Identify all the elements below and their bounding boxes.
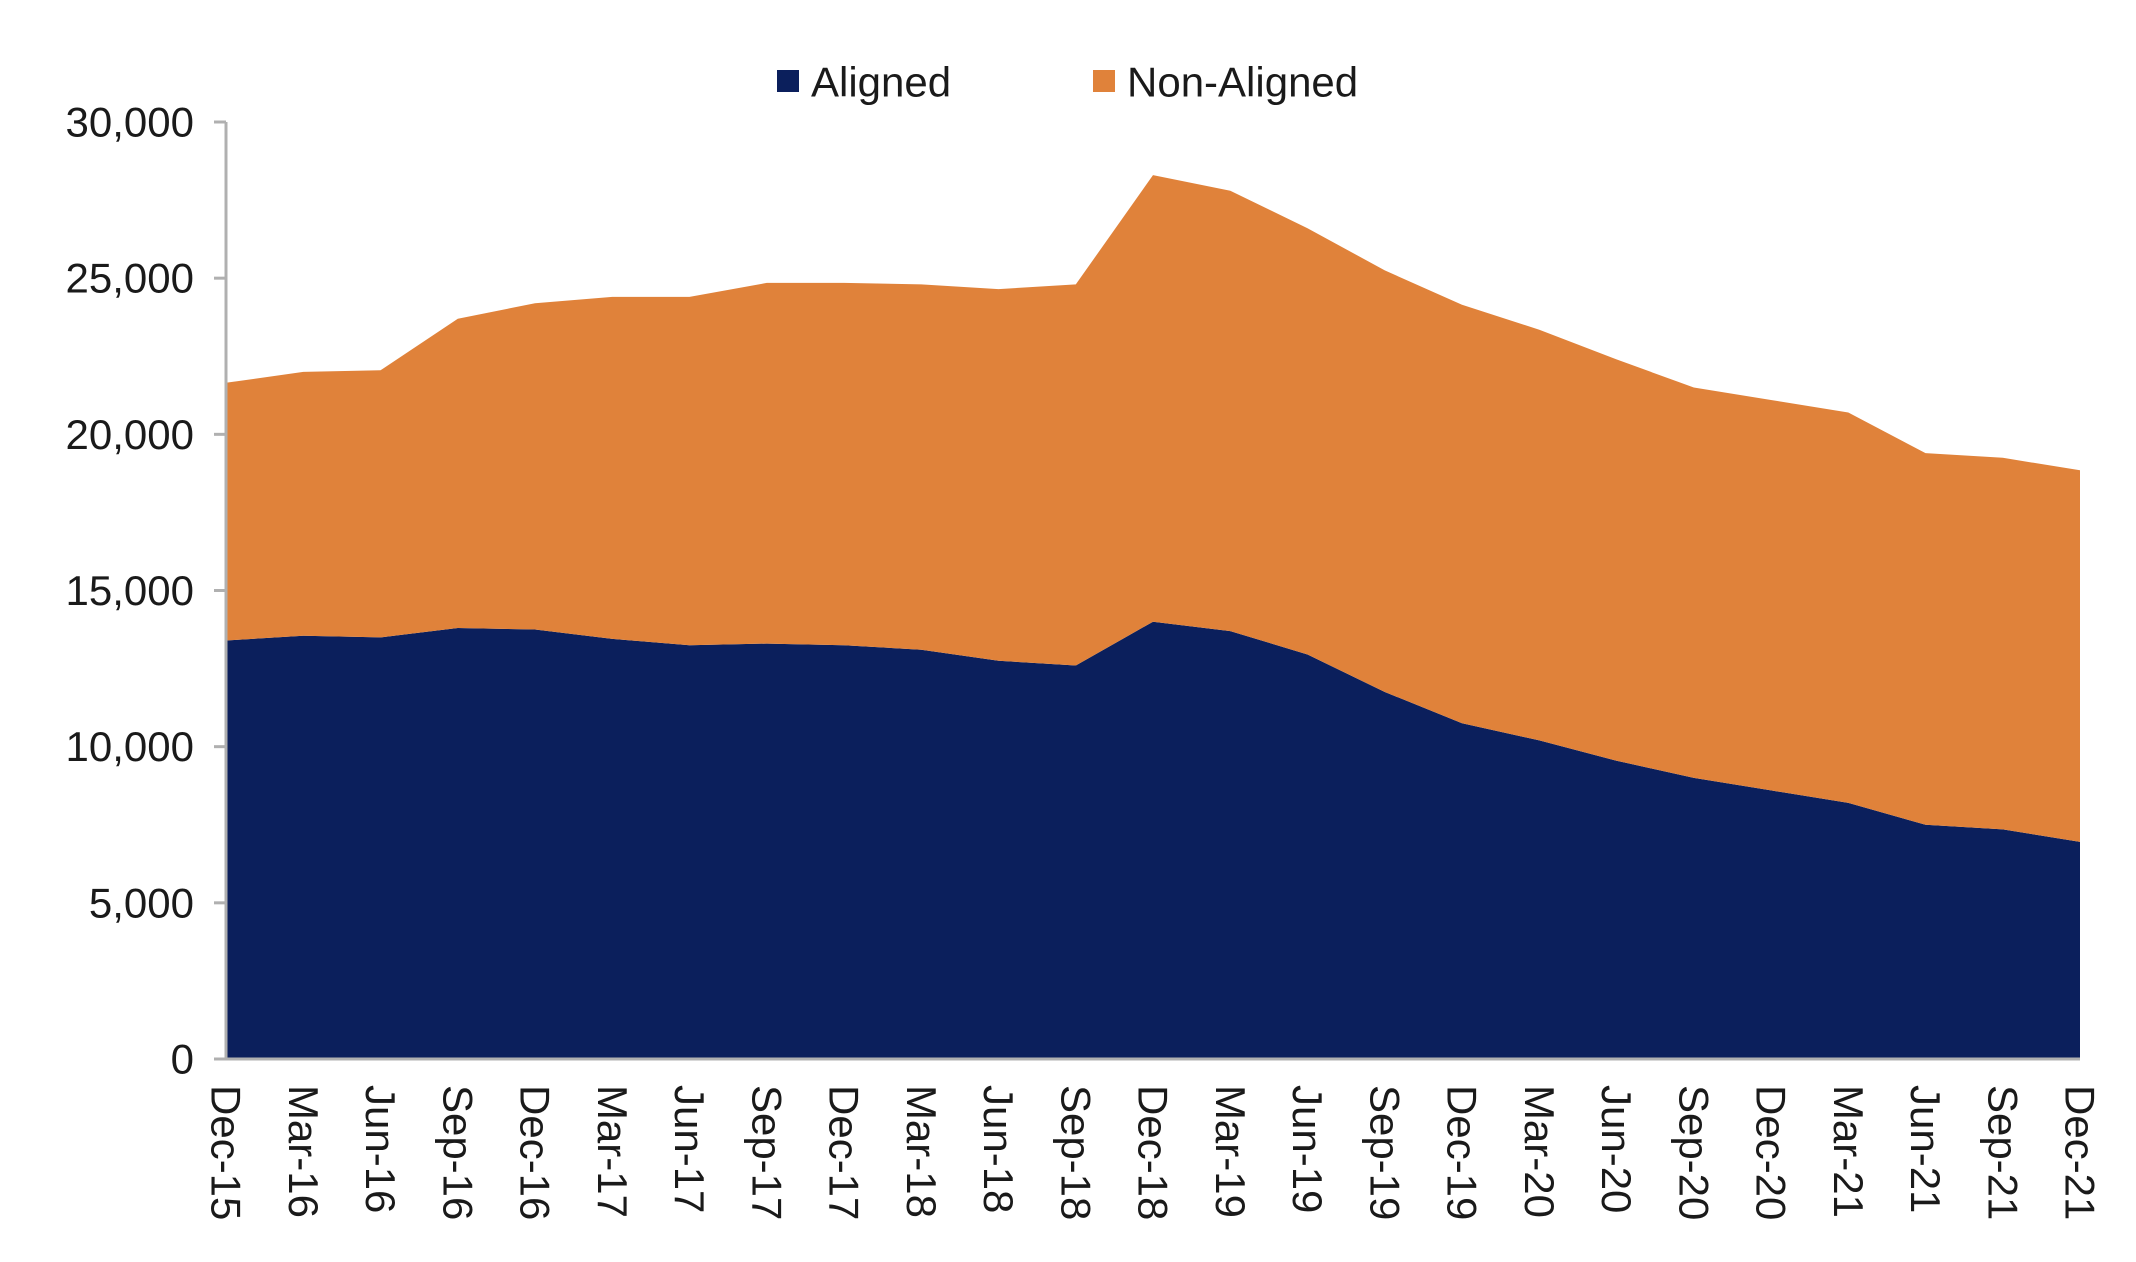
x-axis-ticks: Dec-15 Mar-16 Jun-16 Sep-16 Dec-16 Mar-17 Jun-… (203, 1085, 2104, 1220)
area-series-non-aligned (226, 175, 2080, 842)
x-tick-label: Sep-21 (1979, 1085, 2026, 1220)
x-tick-label: Jun-17 (666, 1085, 713, 1213)
area-series-aligned (226, 621, 2080, 1059)
x-tick-label: Mar-21 (1825, 1085, 1872, 1218)
area-layer (226, 175, 2080, 1059)
x-tick-label: Mar-19 (1207, 1085, 1254, 1218)
x-tick-label: Jun-19 (1284, 1085, 1331, 1213)
y-tick-label: 0 (171, 1036, 194, 1083)
x-tick-label: Sep-19 (1361, 1085, 1408, 1220)
x-tick-label: Dec-16 (512, 1085, 559, 1220)
y-axis-ticks: 0 5,000 10,000 15,000 20,000 25,000 30,000 (66, 99, 226, 1083)
y-tick-label: 10,000 (66, 723, 194, 770)
legend-label-aligned: Aligned (811, 59, 951, 106)
x-tick-label: Jun-16 (357, 1085, 404, 1213)
x-tick-label: Jun-18 (975, 1085, 1022, 1213)
y-tick-label: 25,000 (66, 255, 194, 302)
x-tick-label: Jun-21 (1902, 1085, 1949, 1213)
y-tick-label: 15,000 (66, 567, 194, 614)
x-tick-label: Dec-21 (2057, 1085, 2104, 1220)
x-tick-label: Sep-20 (1670, 1085, 1717, 1220)
x-tick-label: Jun-20 (1593, 1085, 1640, 1213)
legend-swatch-non-aligned (1093, 70, 1115, 92)
x-tick-label: Sep-17 (743, 1085, 790, 1220)
x-tick-label: Mar-18 (898, 1085, 945, 1218)
y-tick-label: 5,000 (89, 879, 194, 926)
x-tick-label: Mar-16 (280, 1085, 327, 1218)
x-tick-label: Dec-20 (1748, 1085, 1795, 1220)
x-tick-label: Dec-15 (203, 1085, 250, 1220)
legend-label-non-aligned: Non-Aligned (1127, 59, 1358, 106)
x-tick-label: Sep-18 (1052, 1085, 1099, 1220)
x-tick-label: Dec-19 (1439, 1085, 1486, 1220)
y-tick-label: 30,000 (66, 99, 194, 146)
x-tick-label: Sep-16 (434, 1085, 481, 1220)
legend: Aligned Non-Aligned (777, 59, 1358, 106)
y-tick-label: 20,000 (66, 411, 194, 458)
x-tick-label: Mar-20 (1516, 1085, 1563, 1218)
x-tick-label: Dec-17 (821, 1085, 868, 1220)
x-tick-label: Mar-17 (589, 1085, 636, 1218)
legend-swatch-aligned (777, 70, 799, 92)
x-tick-label: Dec-18 (1130, 1085, 1177, 1220)
